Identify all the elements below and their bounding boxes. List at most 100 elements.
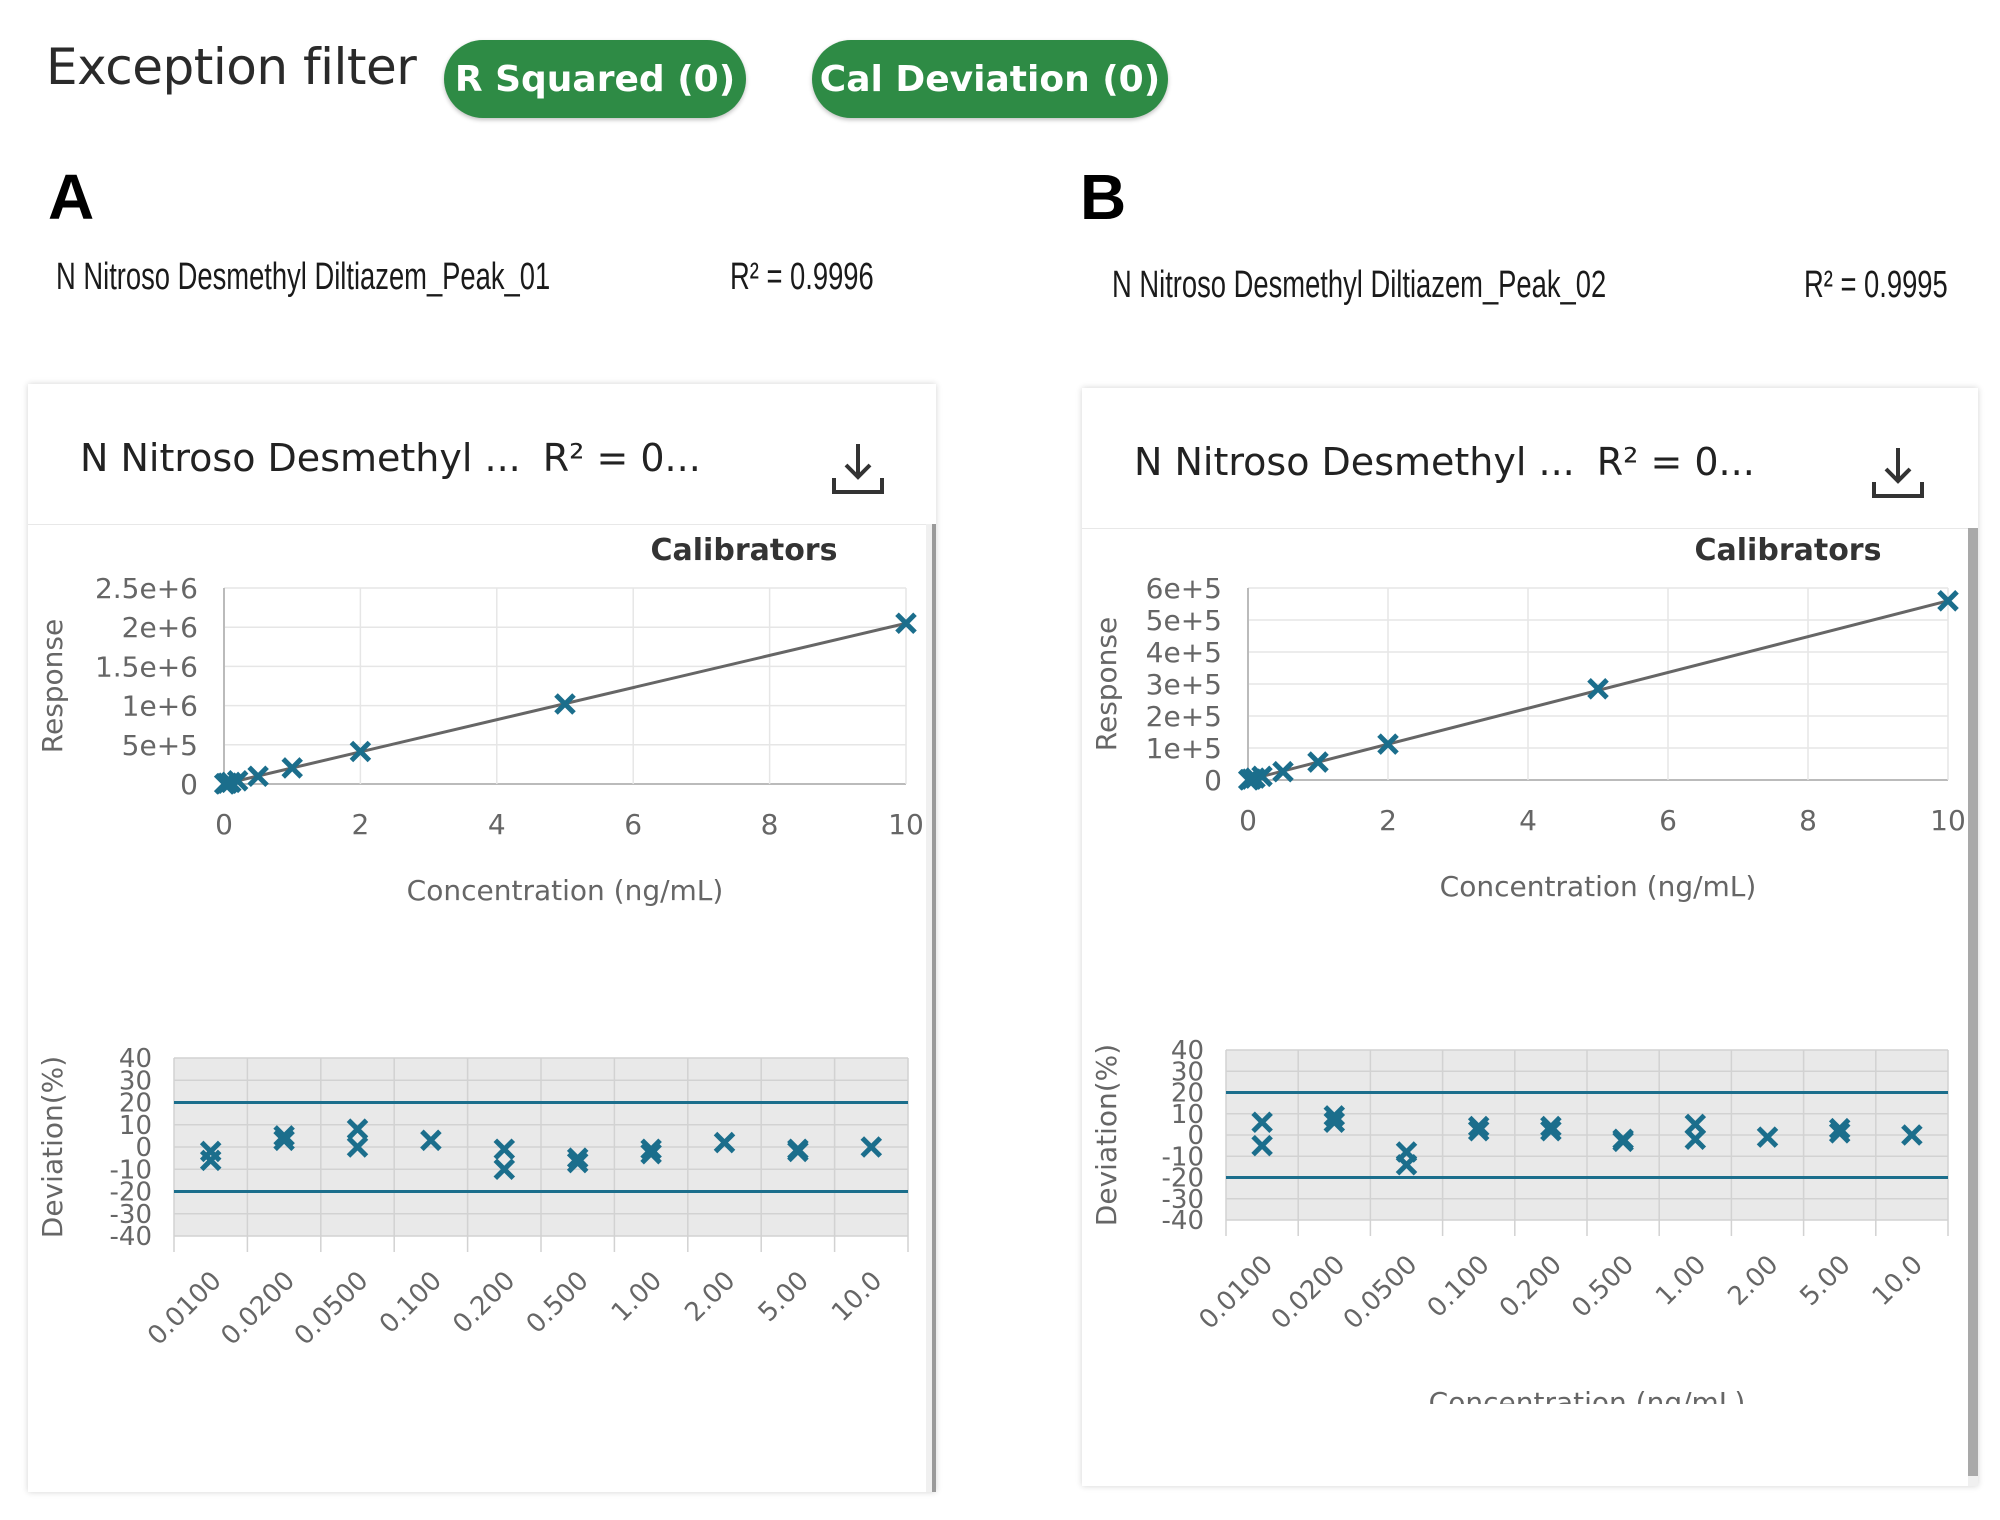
x-tick-label: 0.500 <box>1566 1250 1640 1324</box>
panel-b-card-r-squared: R² = 0... <box>1596 440 1755 484</box>
y-tick-label: -40 <box>110 1222 152 1252</box>
panel-b-caption-r-squared: R² = 0.9995 <box>1804 264 1948 306</box>
y-tick-label: -10 <box>1162 1142 1204 1172</box>
y-tick-label: -40 <box>1162 1206 1204 1236</box>
x-tick-label: 0.0100 <box>142 1266 228 1352</box>
deviation-point <box>1540 1119 1562 1142</box>
cal-deviation-filter-chip[interactable]: Cal Deviation (0) <box>812 40 1168 118</box>
panel-a-card-r-squared: R² = 0... <box>542 436 701 480</box>
deviation-point <box>1323 1111 1346 1134</box>
deviation-point <box>640 1142 662 1165</box>
deviation-point <box>1467 1115 1490 1138</box>
deviation-point <box>640 1138 662 1160</box>
y-axis-title: Response <box>36 619 69 753</box>
y-tick-label: 1e+6 <box>122 690 198 723</box>
x-tick-label: 10 <box>1930 804 1966 837</box>
x-axis-title: Concentration (ng/mL) <box>1440 870 1757 903</box>
calibrator-point <box>1377 733 1399 755</box>
calibrator-point <box>247 765 269 788</box>
calibrator-point <box>895 612 917 635</box>
panel-b-caption-compound: N Nitroso Desmethyl Diltiazem_Peak_02 <box>1112 264 1607 306</box>
x-tick-label: 2.00 <box>1722 1250 1784 1312</box>
download-icon[interactable] <box>828 438 888 498</box>
calibrator-point <box>1272 760 1294 783</box>
calibrator-point <box>1307 751 1329 773</box>
deviation-point <box>1467 1119 1490 1142</box>
x-tick-label: 0.0100 <box>1194 1250 1280 1336</box>
panel-a-card-compound: N Nitroso Desmethyl ... <box>80 436 521 480</box>
x-tick-label: 0.0200 <box>216 1266 302 1352</box>
x-tick-label: 2.00 <box>679 1266 741 1328</box>
deviation-point <box>787 1140 809 1163</box>
calibrator-point <box>1587 678 1609 700</box>
panel-letter-a: A <box>48 161 95 233</box>
exception-filter-label: Exception filter <box>46 38 417 96</box>
calibrator-point <box>281 757 303 779</box>
x-tick-label: 6 <box>1659 804 1677 837</box>
y-tick-label: 2e+5 <box>1146 700 1222 733</box>
x-tick-label: 10.0 <box>1867 1250 1929 1312</box>
panel-a-caption-compound: N Nitroso Desmethyl Diltiazem_Peak_01 <box>56 256 551 298</box>
deviation-point <box>273 1129 295 1152</box>
x-tick-label: 1.00 <box>606 1266 668 1328</box>
y-tick-label: 10 <box>1171 1100 1204 1130</box>
deviation-point <box>1828 1117 1851 1140</box>
calibration-chart-title: Calibrators <box>1695 533 1882 568</box>
panel-b-scrollbar-thumb[interactable] <box>1968 528 1978 1476</box>
x-tick-label: 10.0 <box>826 1266 888 1328</box>
panel-letter-b: B <box>1080 161 1127 233</box>
x-tick-label: 8 <box>1799 804 1817 837</box>
x-tick-label: 5.00 <box>753 1266 815 1328</box>
x-tick-label: 1.00 <box>1650 1250 1712 1312</box>
y-tick-label: 30 <box>1171 1057 1204 1087</box>
deviation-point <box>1251 1134 1273 1157</box>
panel-a-chart-card: N Nitroso Desmethyl ... R² = 0... <box>28 384 936 1492</box>
calibrator-point <box>554 693 576 715</box>
deviation-point <box>493 1158 516 1181</box>
y-tick-label: 0 <box>180 768 198 801</box>
x-tick-label: 10 <box>888 808 924 841</box>
y-tick-label: 4e+5 <box>1146 636 1222 669</box>
y-tick-label: -30 <box>1162 1185 1204 1215</box>
y-axis-title: Deviation(%) <box>36 1056 69 1238</box>
x-tick-label: 0 <box>1239 804 1257 837</box>
deviation-point <box>199 1149 222 1172</box>
panel-a-scrollbar-thumb[interactable] <box>932 524 936 1492</box>
x-tick-label: 5.00 <box>1795 1250 1857 1312</box>
panel-a-caption-r-squared: R² = 0.9996 <box>730 256 874 298</box>
deviation-point <box>1395 1153 1418 1176</box>
r-squared-filter-chip[interactable]: R Squared (0) <box>444 40 746 118</box>
y-tick-label: 10 <box>119 1111 152 1141</box>
y-tick-label: 5e+5 <box>1146 604 1222 637</box>
x-tick-label: 0.100 <box>374 1266 448 1340</box>
deviation-point <box>713 1131 736 1154</box>
download-icon[interactable] <box>1868 442 1928 502</box>
calibrator-point <box>349 740 372 763</box>
calibrator-point <box>1937 590 1959 612</box>
x-tick-label: 6 <box>624 808 642 841</box>
y-tick-label: 20 <box>1171 1079 1204 1109</box>
deviation-point <box>1901 1124 1923 1146</box>
calibration-chart-title: Calibrators <box>651 533 838 568</box>
deviation-point <box>420 1129 442 1152</box>
x-tick-label: 4 <box>1519 804 1537 837</box>
y-tick-label: -20 <box>1162 1164 1204 1194</box>
deviation-point <box>1612 1130 1634 1153</box>
y-tick-label: 20 <box>119 1089 152 1119</box>
panel-b-card-header: N Nitroso Desmethyl ... R² = 0... <box>1082 388 1978 529</box>
y-tick-label: 40 <box>119 1044 152 1074</box>
calibrator-point <box>226 770 249 792</box>
panel-a-scrollbar-track[interactable] <box>926 524 936 1492</box>
y-tick-label: -10 <box>110 1155 152 1185</box>
y-tick-label: 2e+6 <box>122 611 198 644</box>
deviation-point <box>1684 1128 1707 1151</box>
calibrator-point <box>220 771 242 794</box>
y-axis-title: Deviation(%) <box>1090 1044 1123 1226</box>
y-tick-label: 5e+5 <box>122 729 198 762</box>
deviation-point <box>1756 1126 1779 1148</box>
deviation-point <box>346 1136 369 1158</box>
x-tick-label: 0.0500 <box>1338 1250 1424 1336</box>
y-tick-label: 3e+5 <box>1146 668 1222 701</box>
y-tick-label: 2.5e+6 <box>95 572 198 605</box>
x-tick-label: 0.200 <box>1494 1250 1568 1324</box>
